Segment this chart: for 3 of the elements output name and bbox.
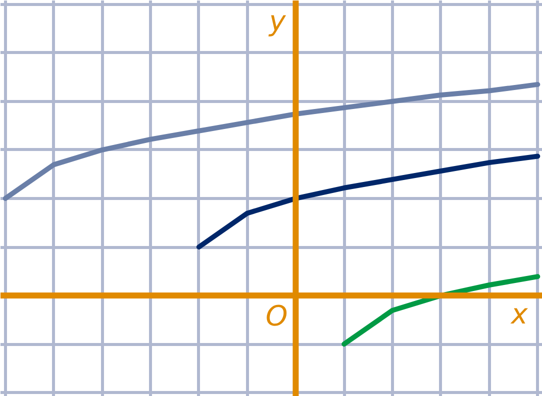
y-axis-title: y [268, 4, 286, 38]
x-axis-title: x [510, 298, 528, 331]
annotation: O [266, 300, 288, 333]
